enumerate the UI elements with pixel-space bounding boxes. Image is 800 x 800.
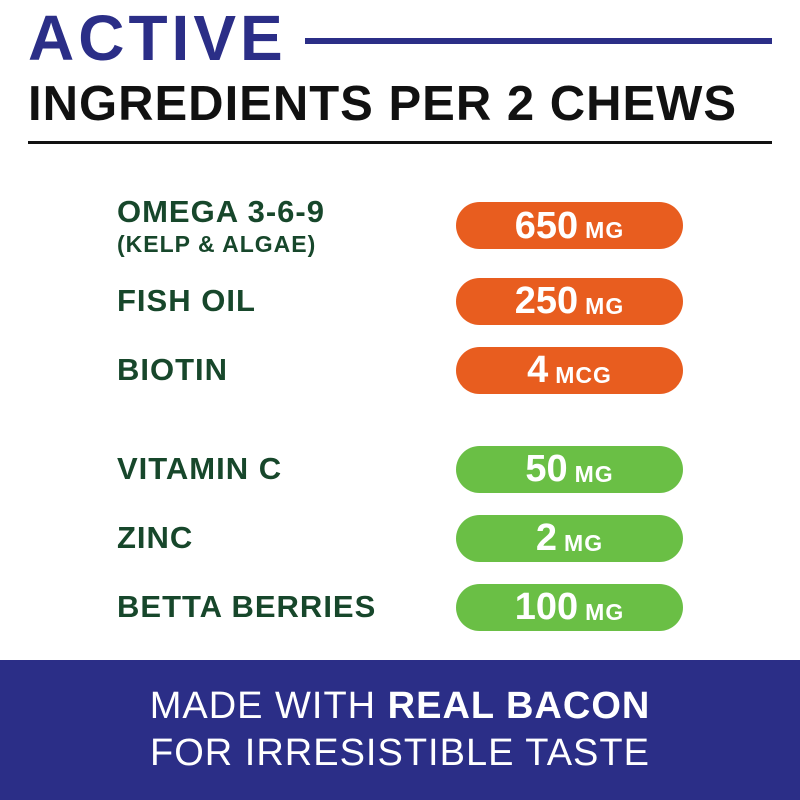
ingredient-name-text: VITAMIN C <box>117 450 283 486</box>
ingredient-row: ZINC 2 MG <box>117 514 683 562</box>
ingredient-list: OMEGA 3-6-9 (KELP & ALGAE) 650 MG FISH O… <box>117 194 683 631</box>
footer-banner: MADE WITH REAL BACON FOR IRRESISTIBLE TA… <box>0 660 800 800</box>
amount-unit: MG <box>574 460 614 487</box>
ingredient-name-text: OMEGA 3-6-9 <box>117 194 325 229</box>
ingredient-name: OMEGA 3-6-9 (KELP & ALGAE) <box>117 194 325 257</box>
ingredient-row: BETTA BERRIES 100 MG <box>117 583 683 631</box>
amount-value: 650 <box>514 204 579 247</box>
footer-line2: FOR IRRESISTIBLE TASTE <box>150 732 650 774</box>
amount-unit: MG <box>585 292 625 319</box>
amount-pill: 250 MG <box>456 277 683 325</box>
amount-pill: 100 MG <box>456 583 683 631</box>
amount-unit: MG <box>585 598 625 625</box>
page-title: INGREDIENTS PER 2 CHEWS <box>28 77 738 131</box>
header: ACTIVE INGREDIENTS PER 2 CHEWS <box>0 0 800 144</box>
ingredient-row: OMEGA 3-6-9 (KELP & ALGAE) 650 MG <box>117 194 683 257</box>
ingredient-name-text: ZINC <box>117 519 194 555</box>
ingredient-row: VITAMIN C 50 MG <box>117 445 683 493</box>
active-title-row: ACTIVE <box>28 6 772 70</box>
amount-pill: 650 MG <box>456 202 683 250</box>
ingredient-name-text: BIOTIN <box>117 351 229 387</box>
ingredient-subname: (KELP & ALGAE) <box>117 230 317 257</box>
amount-value: 50 <box>525 448 568 491</box>
footer-line1: MADE WITH REAL BACON <box>150 683 651 731</box>
amount-value: 100 <box>514 586 579 629</box>
ingredient-name-text: BETTA BERRIES <box>117 588 377 624</box>
ingredient-name: BIOTIN <box>117 351 229 387</box>
active-title: ACTIVE <box>28 2 287 74</box>
amount-unit: MCG <box>555 361 612 388</box>
amount-pill: 4 MCG <box>456 346 683 394</box>
amount-pill: 2 MG <box>456 514 683 562</box>
footer-line1-bold: REAL BACON <box>387 684 651 727</box>
ingredient-row: FISH OIL 250 MG <box>117 277 683 325</box>
amount-unit: MG <box>564 529 604 556</box>
amount-value: 2 <box>535 517 558 560</box>
ingredient-row: BIOTIN 4 MCG <box>117 346 683 394</box>
ingredient-name: BETTA BERRIES <box>117 588 377 624</box>
title-underline <box>28 141 772 144</box>
footer-line1-prefix: MADE WITH <box>149 684 388 727</box>
ingredient-name: VITAMIN C <box>117 450 283 486</box>
amount-value: 250 <box>514 280 579 323</box>
ingredient-name: FISH OIL <box>117 282 256 318</box>
amount-pill: 50 MG <box>456 445 683 493</box>
amount-value: 4 <box>527 349 549 392</box>
ingredient-name-text: FISH OIL <box>117 282 256 318</box>
ingredient-name: ZINC <box>117 519 194 555</box>
header-divider-line <box>304 38 772 44</box>
amount-unit: MG <box>585 217 625 244</box>
